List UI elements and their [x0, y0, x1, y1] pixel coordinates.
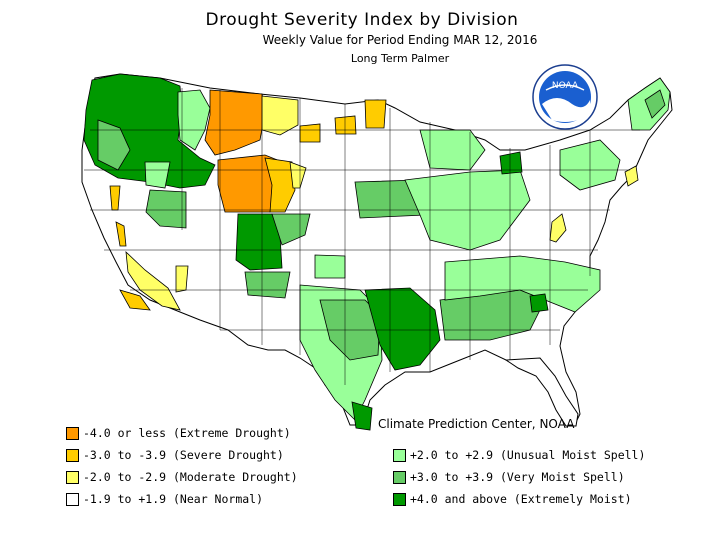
legend-item: -3.0 to -3.9 (Severe Drought)	[66, 446, 284, 464]
california-moderate-drought	[125, 250, 181, 311]
legend-item: +4.0 and above (Extremely Moist)	[393, 490, 632, 508]
california-severe-drought-central	[115, 221, 127, 247]
texas-extremely-moist-gulf	[351, 401, 373, 431]
michigan-extremely-moist	[499, 151, 523, 175]
legend-swatch	[66, 492, 79, 506]
nd-east-severe-drought	[334, 115, 357, 135]
wyoming-severe-drought	[264, 157, 296, 213]
map-title: Drought Severity Index by Division	[205, 10, 519, 30]
nw-very-moist	[97, 119, 131, 171]
california-severe-drought	[109, 185, 121, 211]
division-borders	[84, 88, 640, 385]
minnesota-severe-drought	[364, 99, 387, 129]
nevada-very-moist	[145, 189, 187, 229]
legend-swatch	[66, 426, 79, 440]
oklahoma-unusual-moist	[314, 254, 346, 279]
appalachia-moderate-drought	[549, 213, 567, 243]
legend-label: +3.0 to +3.9 (Very Moist Spell)	[410, 470, 625, 484]
legend-label: +4.0 and above (Extremely Moist)	[410, 492, 632, 506]
legend-label: -3.0 to -3.9 (Severe Drought)	[83, 448, 284, 462]
noaa-logo-icon: NOAA	[532, 64, 598, 130]
credit-text: Climate Prediction Center, NOAA	[378, 417, 575, 431]
legend-item: -1.9 to +1.9 (Near Normal)	[66, 490, 263, 508]
legend-label: -2.0 to -2.9 (Moderate Drought)	[83, 470, 298, 484]
legend-swatch	[393, 470, 406, 484]
idaho-unusual-moist	[177, 89, 211, 151]
legend-label: -1.9 to +1.9 (Near Normal)	[83, 492, 264, 506]
colorado-very-moist	[271, 213, 311, 246]
map-index-name: Long Term Palmer	[350, 52, 450, 65]
maine-very-moist	[644, 89, 666, 119]
california-severe-drought-south	[119, 289, 151, 311]
florida-outline	[504, 357, 579, 427]
legend-item: -4.0 or less (Extreme Drought)	[66, 424, 291, 442]
legend-item: -2.0 to -2.9 (Moderate Drought)	[66, 468, 298, 486]
map-subtitle: Weekly Value for Period Ending MAR 12, 2…	[262, 33, 538, 47]
legend-item: +3.0 to +3.9 (Very Moist Spell)	[393, 468, 625, 486]
legend-item: +2.0 to +2.9 (Unusual Moist Spell)	[393, 446, 645, 464]
new-mexico-very-moist	[244, 271, 291, 299]
noaa-logo-text: NOAA	[552, 81, 579, 91]
nevada-unusual-moist	[144, 161, 171, 189]
south-carolina-extremely-moist	[529, 293, 549, 313]
legend-swatch	[393, 448, 406, 462]
legend-swatch	[66, 470, 79, 484]
north-dakota-severe-drought	[299, 123, 321, 143]
legend-label: +2.0 to +2.9 (Unusual Moist Spell)	[410, 448, 646, 462]
legend-swatch	[393, 492, 406, 506]
coast-moderate-drought	[624, 165, 639, 187]
legend-swatch	[66, 448, 79, 462]
arizona-moderate-drought	[175, 265, 189, 293]
legend-label: -4.0 or less (Extreme Drought)	[83, 426, 291, 440]
